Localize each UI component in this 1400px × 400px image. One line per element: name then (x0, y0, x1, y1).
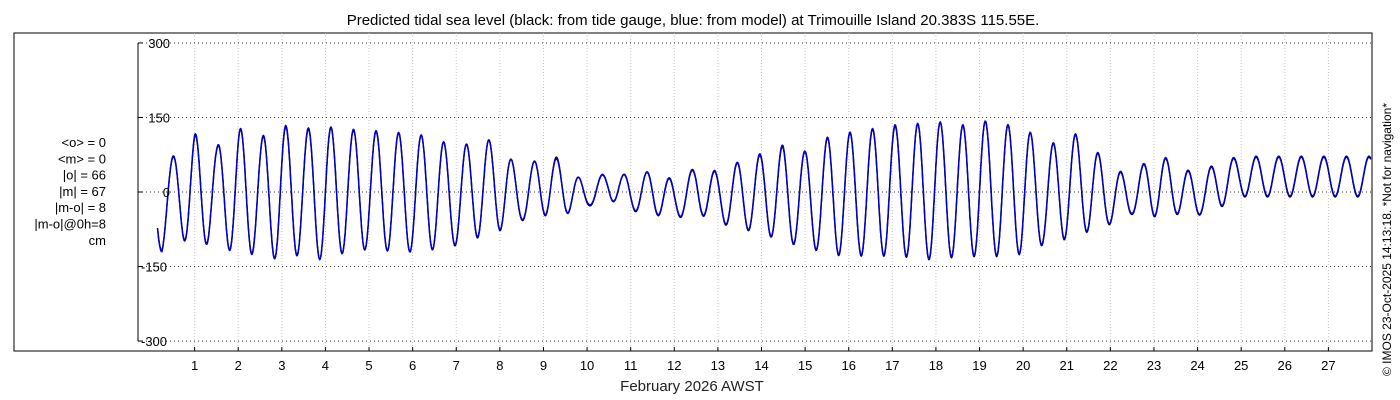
x-tick-label: 25 (1234, 358, 1248, 373)
grid (138, 33, 1372, 351)
x-tick-label: 13 (711, 358, 725, 373)
x-tick-label: 6 (409, 358, 416, 373)
stat-line: cm (89, 233, 106, 248)
y-tick-label: 300 (148, 36, 170, 51)
outer-frame (13, 32, 1373, 352)
x-tick-label: 19 (972, 358, 986, 373)
x-tick-label: 22 (1103, 358, 1117, 373)
stat-line: |m-o|@0h=8 (34, 217, 106, 232)
x-tick-label: 17 (885, 358, 899, 373)
y-tick-label: 150 (148, 110, 170, 125)
chart-title: Predicted tidal sea level (black: from t… (347, 12, 1040, 29)
x-tick-label: 20 (1016, 358, 1030, 373)
x-axis-label: February 2026 AWST (620, 378, 764, 395)
stat-line: |m| = 67 (59, 184, 106, 199)
x-tick-label: 10 (580, 358, 594, 373)
x-tick-label: 2 (235, 358, 242, 373)
y-tick-label: -300 (141, 334, 167, 349)
x-tick-label: 27 (1321, 358, 1335, 373)
model-series (156, 120, 1372, 261)
x-tick-label: 11 (624, 358, 638, 373)
x-tick-label: 1 (191, 358, 198, 373)
stats-panel: <o> = 0<m> = 0 |o| = 66|m| = 67|m-o| = 8 |… (34, 135, 106, 248)
stat-line: |m-o| = 8 (55, 200, 106, 215)
x-tick-label: 15 (798, 358, 812, 373)
x-tick-label: 12 (667, 358, 681, 373)
credit-note: © IMOS 23-Oct-2025 14:13:18. *Not for na… (1380, 103, 1394, 376)
x-tick-label: 3 (278, 358, 285, 373)
stat-line: <m> = 0 (58, 151, 106, 166)
stat-line: |o| = 66 (63, 168, 106, 183)
y-tick-label: 0 (163, 185, 170, 200)
x-tick-label: 4 (322, 358, 329, 373)
x-tick-label: 21 (1060, 358, 1074, 373)
x-tick-label: 5 (365, 358, 372, 373)
x-tick-label: 23 (1147, 358, 1161, 373)
x-tick-label: 14 (754, 358, 768, 373)
x-axis: 1 2 3 4 5 6 7 8 9 10 11 12 13 14 15 16 17 18 19 20 21 22 23 24 2… (191, 347, 1336, 373)
plot-area (156, 120, 1372, 261)
x-tick-label: 7 (453, 358, 460, 373)
x-tick-label: 26 (1278, 358, 1292, 373)
x-tick-label: 9 (540, 358, 547, 373)
stat-line: <o> = 0 (62, 135, 106, 150)
x-tick-label: 16 (841, 358, 855, 373)
x-tick-label: 8 (496, 358, 503, 373)
x-tick-label: 24 (1190, 358, 1204, 373)
y-axis: 300 150 0 -150 -300 (137, 36, 170, 349)
y-tick-label: -150 (141, 260, 167, 275)
x-tick-label: 18 (929, 358, 943, 373)
